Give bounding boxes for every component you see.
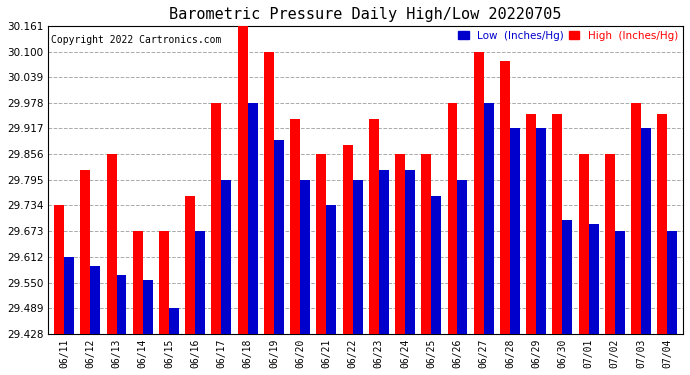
Bar	[274, 140, 284, 334]
Bar	[448, 103, 457, 334]
Bar	[474, 51, 484, 334]
Bar	[589, 224, 599, 334]
Bar	[326, 205, 336, 334]
Bar	[264, 51, 274, 334]
Bar	[237, 26, 248, 334]
Bar	[317, 154, 326, 334]
Bar	[510, 128, 520, 334]
Bar	[195, 231, 205, 334]
Bar	[422, 154, 431, 334]
Text: Copyright 2022 Cartronics.com: Copyright 2022 Cartronics.com	[52, 35, 222, 45]
Bar	[579, 154, 589, 334]
Bar	[615, 231, 625, 334]
Bar	[211, 103, 221, 334]
Bar	[369, 119, 379, 334]
Bar	[457, 180, 467, 334]
Bar	[143, 280, 152, 334]
Legend: Low  (Inches/Hg), High  (Inches/Hg): Low (Inches/Hg), High (Inches/Hg)	[458, 31, 678, 41]
Bar	[54, 205, 64, 334]
Bar	[64, 256, 74, 334]
Bar	[106, 154, 117, 334]
Bar	[484, 103, 493, 334]
Bar	[132, 231, 143, 334]
Bar	[395, 154, 405, 334]
Bar	[353, 180, 362, 334]
Bar	[343, 145, 353, 334]
Title: Barometric Pressure Daily High/Low 20220705: Barometric Pressure Daily High/Low 20220…	[170, 7, 562, 22]
Bar	[90, 266, 100, 334]
Bar	[290, 119, 300, 334]
Bar	[80, 170, 90, 334]
Bar	[117, 275, 126, 334]
Bar	[379, 170, 388, 334]
Bar	[300, 180, 310, 334]
Bar	[185, 196, 195, 334]
Bar	[526, 114, 536, 334]
Bar	[248, 103, 257, 334]
Bar	[405, 170, 415, 334]
Bar	[159, 231, 169, 334]
Bar	[169, 308, 179, 334]
Bar	[605, 154, 615, 334]
Bar	[500, 61, 510, 334]
Bar	[631, 103, 641, 334]
Bar	[641, 128, 651, 334]
Bar	[553, 114, 562, 334]
Bar	[536, 128, 546, 334]
Bar	[667, 231, 678, 334]
Bar	[431, 196, 441, 334]
Bar	[221, 180, 231, 334]
Bar	[562, 219, 573, 334]
Bar	[658, 114, 667, 334]
